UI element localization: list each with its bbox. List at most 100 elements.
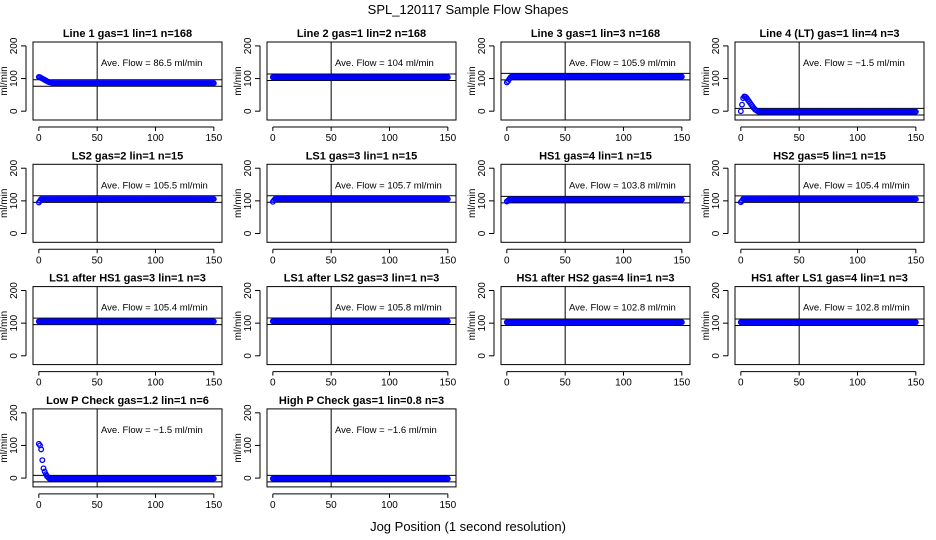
panel: LS1 after LS2 gas=3 lin=1 n=3 0 100 200 ml/m… [233, 273, 457, 389]
x-tick-label: 0 [504, 255, 510, 266]
average-flow-annotation: Ave. Flow = 102.8 ml/min [803, 303, 910, 314]
x-tick-label: 100 [381, 255, 398, 266]
y-tick-label: 0 [9, 108, 20, 114]
y-tick-label: 0 [477, 353, 488, 359]
y-tick-label: 0 [243, 230, 254, 236]
average-flow-annotation: Ave. Flow = −1.5 ml/min [101, 425, 203, 436]
y-tick-label: 100 [711, 70, 722, 87]
y-tick-label: 200 [243, 282, 254, 299]
y-axis-label: ml/min [0, 433, 10, 462]
data-point [210, 80, 217, 87]
x-tick-label: 100 [849, 133, 866, 144]
x-tick-label: 50 [794, 255, 806, 266]
y-tick-label: 100 [477, 70, 488, 87]
y-tick-label: 0 [711, 353, 722, 359]
panel: HS1 gas=4 lin=1 n=15 0 100 200 ml/min 0 50 100 1… [467, 150, 691, 266]
y-tick-label: 200 [477, 159, 488, 176]
average-flow-annotation: Ave. Flow = 86.5 ml/min [101, 58, 202, 69]
average-flow-annotation: Ave. Flow = 104 ml/min [335, 58, 434, 69]
panel: HS2 gas=5 lin=1 n=15 0 100 200 ml/min 0 50 100 1… [701, 150, 925, 266]
x-tick-label: 0 [270, 255, 276, 266]
x-tick-label: 50 [326, 500, 338, 511]
x-tick-label: 150 [205, 500, 222, 511]
y-tick-label: 100 [9, 70, 20, 87]
x-tick-label: 150 [439, 255, 456, 266]
panel: Line 1 gas=1 lin=1 n=168 0 100 200 ml/min 0 50… [0, 28, 223, 144]
y-tick-label: 100 [243, 192, 254, 209]
plot-frame [32, 41, 223, 121]
y-tick-label: 0 [477, 108, 488, 114]
y-tick-label: 200 [477, 37, 488, 54]
x-tick-label: 50 [326, 133, 338, 144]
x-tick-label: 50 [560, 133, 572, 144]
y-tick-label: 200 [243, 37, 254, 54]
x-tick-label: 150 [673, 255, 690, 266]
y-axis-label: ml/min [701, 189, 712, 218]
data-point [40, 465, 47, 472]
x-tick-label: 150 [439, 133, 456, 144]
plot-frame [734, 163, 925, 243]
y-axis-label: ml/min [0, 189, 10, 218]
average-flow-annotation: Ave. Flow = 105.9 ml/min [569, 58, 676, 69]
y-tick-label: 100 [477, 314, 488, 331]
y-tick-label: 100 [9, 437, 20, 454]
x-tick-label: 150 [907, 133, 924, 144]
y-tick-label: 200 [9, 404, 20, 421]
plot-frame [266, 286, 457, 366]
plot-frame [32, 163, 223, 243]
y-axis-label: ml/min [467, 66, 478, 95]
y-axis-label: ml/min [467, 189, 478, 218]
y-tick-label: 100 [711, 314, 722, 331]
y-tick-label: 100 [477, 192, 488, 209]
y-tick-label: 100 [243, 70, 254, 87]
y-tick-label: 0 [711, 108, 722, 114]
panel: Low P Check gas=1.2 lin=1 n=6 0 100 200 ml/m… [0, 395, 223, 511]
x-tick-label: 150 [673, 378, 690, 389]
panel-title: HS1 after HS2 gas=4 lin=1 n=3 [516, 273, 674, 285]
y-axis-label: ml/min [233, 311, 244, 340]
x-tick-label: 100 [849, 378, 866, 389]
y-axis-label: ml/min [233, 66, 244, 95]
panel-title: Low P Check gas=1.2 lin=1 n=6 [46, 395, 209, 407]
data-point [444, 196, 451, 202]
data-point [678, 319, 685, 326]
plot-frame [500, 41, 691, 121]
x-tick-label: 100 [615, 378, 632, 389]
data-point [38, 446, 45, 453]
panel-title: HS1 after LS1 gas=4 lin=1 n=3 [751, 273, 908, 285]
data-point [210, 318, 217, 325]
x-tick-label: 0 [36, 378, 42, 389]
average-flow-annotation: Ave. Flow = −1.5 ml/min [803, 58, 905, 69]
panel: HS1 after LS1 gas=4 lin=1 n=3 0 100 200 ml/m… [701, 273, 925, 389]
x-tick-label: 100 [147, 378, 164, 389]
panel-title: LS1 gas=3 lin=1 n=15 [306, 150, 418, 162]
x-tick-label: 0 [36, 133, 42, 144]
average-flow-annotation: Ave. Flow = 105.4 ml/min [101, 303, 208, 314]
panel-title: LS2 gas=2 lin=1 n=15 [72, 150, 184, 162]
x-tick-label: 50 [92, 133, 104, 144]
average-flow-annotation: Ave. Flow = 102.8 ml/min [569, 303, 676, 314]
panel: Line 4 (LT) gas=1 lin=4 n=3 0 100 200 ml/min… [701, 28, 925, 144]
x-tick-label: 50 [560, 378, 572, 389]
chart-title: SPL_120117 Sample Flow Shapes [368, 2, 569, 17]
y-tick-label: 0 [243, 108, 254, 114]
x-tick-label: 100 [381, 378, 398, 389]
y-tick-label: 100 [243, 437, 254, 454]
y-axis-label: ml/min [467, 311, 478, 340]
data-point [210, 196, 217, 203]
panel-title: Line 4 (LT) gas=1 lin=4 n=3 [759, 28, 899, 40]
y-axis-label: ml/min [233, 189, 244, 218]
y-tick-label: 100 [711, 192, 722, 209]
y-tick-label: 0 [477, 230, 488, 236]
x-tick-label: 50 [560, 255, 572, 266]
panel-title: LS1 after HS1 gas=3 lin=1 n=3 [49, 273, 206, 285]
x-tick-label: 50 [326, 378, 338, 389]
x-tick-label: 150 [205, 378, 222, 389]
panel: HS1 after HS2 gas=4 lin=1 n=3 0 100 200 ml/m… [467, 273, 691, 389]
data-point [912, 319, 919, 326]
y-tick-label: 0 [9, 475, 20, 481]
panel-title: HS2 gas=5 lin=1 n=15 [773, 150, 886, 162]
x-tick-label: 100 [147, 500, 164, 511]
y-tick-label: 200 [711, 37, 722, 54]
